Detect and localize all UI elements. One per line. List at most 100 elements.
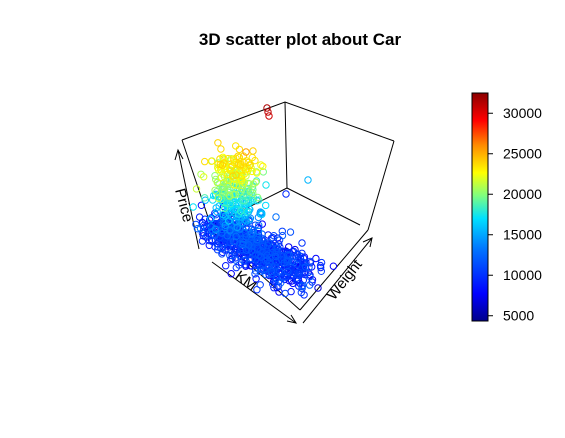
data-point bbox=[258, 234, 266, 243]
data-point bbox=[283, 251, 292, 260]
data-point bbox=[251, 221, 260, 229]
colorbar-tick-label: 30000 bbox=[503, 105, 542, 121]
data-point bbox=[211, 186, 219, 195]
data-point bbox=[329, 262, 338, 270]
data-point bbox=[290, 258, 298, 266]
data-point bbox=[217, 145, 225, 153]
box-back-floor-edge-right bbox=[286, 187, 361, 226]
data-point bbox=[203, 231, 212, 239]
data-point bbox=[226, 166, 234, 174]
data-point bbox=[222, 262, 230, 270]
data-point bbox=[252, 275, 260, 283]
data-point bbox=[193, 225, 202, 233]
data-point bbox=[258, 220, 266, 228]
data-point bbox=[299, 281, 307, 290]
data-point bbox=[232, 256, 240, 264]
data-point bbox=[293, 274, 301, 282]
data-point bbox=[317, 267, 325, 275]
data-point bbox=[213, 246, 222, 254]
data-point bbox=[278, 227, 286, 236]
data-point bbox=[257, 253, 265, 261]
data-point bbox=[286, 228, 295, 236]
data-point bbox=[297, 288, 305, 297]
data-point bbox=[237, 177, 246, 185]
data-point bbox=[281, 289, 289, 298]
data-point bbox=[265, 112, 273, 120]
colorbar-tick-label: 10000 bbox=[503, 267, 542, 283]
data-point bbox=[314, 284, 322, 292]
data-point bbox=[234, 152, 242, 161]
data-point bbox=[226, 251, 234, 260]
data-point bbox=[240, 257, 249, 265]
colorbar-tick-label: 5000 bbox=[503, 308, 534, 324]
data-point bbox=[201, 157, 209, 166]
data-point bbox=[218, 250, 226, 258]
data-point bbox=[253, 169, 261, 177]
km-axis-arrowhead bbox=[286, 314, 298, 324]
colorbar-tick-label: 20000 bbox=[503, 186, 542, 202]
data-point bbox=[262, 181, 270, 189]
data-point bbox=[276, 251, 284, 259]
colorbar-tick-label: 25000 bbox=[503, 146, 542, 162]
data-point bbox=[306, 273, 314, 281]
data-point bbox=[259, 242, 267, 251]
data-point bbox=[277, 279, 285, 287]
axis-label-km: KM bbox=[232, 267, 260, 294]
data-point bbox=[198, 237, 207, 245]
data-point bbox=[242, 148, 250, 156]
data-point bbox=[280, 259, 288, 267]
data-point bbox=[246, 161, 254, 170]
data-point bbox=[299, 258, 307, 267]
axis-arrows bbox=[174, 148, 373, 324]
data-point bbox=[196, 224, 205, 233]
data-point bbox=[214, 194, 223, 202]
data-point bbox=[192, 185, 201, 193]
data-point bbox=[211, 172, 219, 180]
data-point bbox=[252, 178, 260, 187]
data-point bbox=[224, 155, 232, 163]
data-point bbox=[312, 254, 320, 263]
data-point bbox=[270, 232, 278, 240]
box-back-vertical-edge bbox=[284, 101, 288, 189]
data-point bbox=[212, 225, 220, 234]
data-point bbox=[282, 272, 290, 280]
data-point bbox=[239, 197, 247, 205]
data-point bbox=[216, 233, 224, 241]
colorbar-tick-label: 15000 bbox=[503, 227, 542, 243]
data-point bbox=[306, 281, 314, 289]
data-point bbox=[247, 230, 256, 238]
box-bottom-right-edge bbox=[299, 229, 369, 311]
axis-label-weight: Weight bbox=[324, 256, 366, 304]
data-point bbox=[213, 240, 221, 248]
data-point bbox=[282, 190, 290, 198]
chart-title: 3D scatter plot about Car bbox=[198, 30, 402, 49]
data-point bbox=[268, 244, 276, 252]
data-point bbox=[207, 157, 216, 165]
data-point bbox=[244, 224, 253, 232]
data-point bbox=[198, 229, 207, 237]
data-point bbox=[263, 104, 271, 112]
data-point bbox=[275, 277, 283, 285]
data-point bbox=[226, 200, 235, 208]
data-point bbox=[230, 180, 238, 189]
data-point bbox=[298, 239, 306, 247]
data-point bbox=[220, 204, 229, 212]
data-point bbox=[225, 217, 233, 225]
axis-label-price: Price bbox=[171, 187, 196, 224]
data-point bbox=[226, 192, 234, 200]
data-point bbox=[271, 252, 280, 261]
data-point bbox=[228, 252, 236, 260]
data-point bbox=[242, 233, 250, 241]
data-point bbox=[237, 174, 246, 183]
data-point bbox=[230, 190, 238, 199]
price-axis-line bbox=[177, 149, 200, 250]
data-point bbox=[269, 233, 277, 242]
data-point bbox=[246, 160, 255, 169]
colorbar-gradient bbox=[471, 92, 489, 322]
data-point bbox=[237, 207, 245, 215]
data-point bbox=[231, 218, 240, 226]
data-point bbox=[253, 235, 261, 244]
data-point bbox=[227, 256, 235, 264]
data-point bbox=[236, 160, 245, 169]
data-point bbox=[205, 216, 214, 224]
